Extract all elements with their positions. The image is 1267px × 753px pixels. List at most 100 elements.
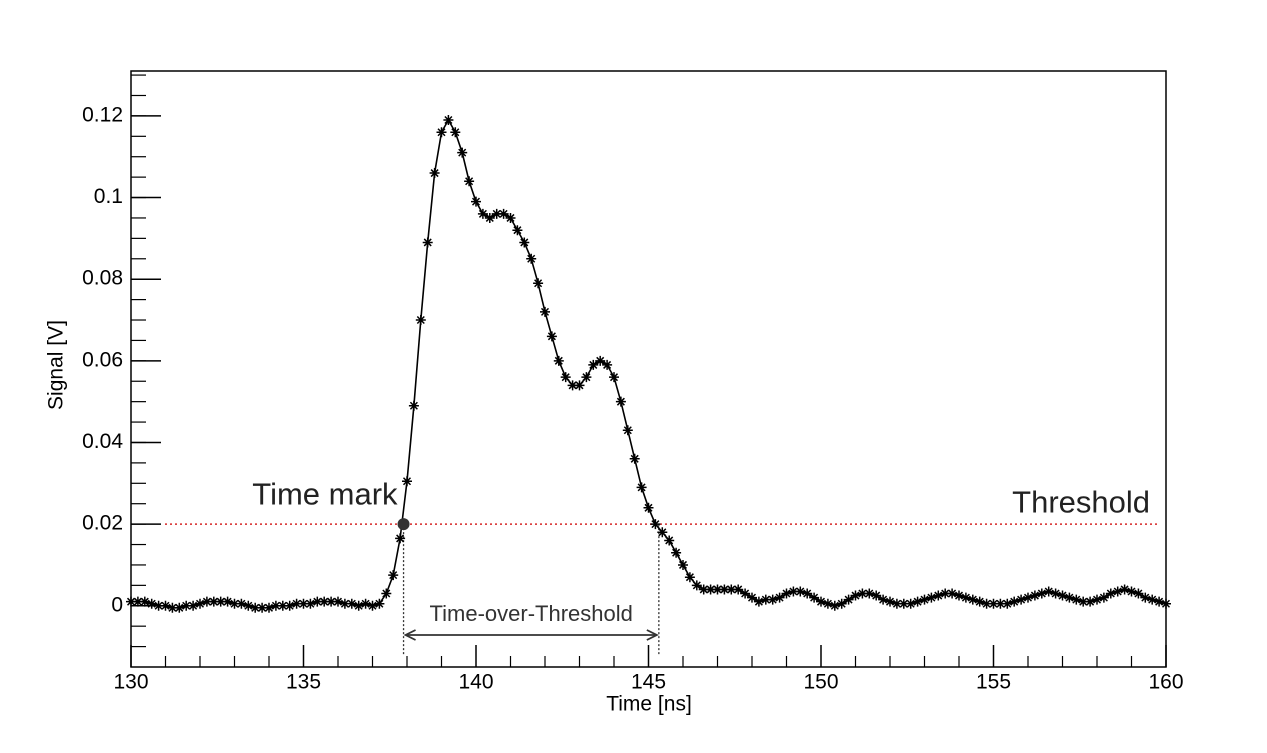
data-point	[291, 598, 302, 609]
data-point	[1071, 594, 1082, 605]
data-point	[1112, 586, 1123, 597]
tot-arrow-head	[403, 629, 416, 641]
data-point	[1043, 586, 1054, 597]
data-point	[954, 590, 964, 601]
time-mark-point	[397, 518, 410, 531]
x-axis-label: Time [ns]	[606, 693, 692, 716]
data-point	[919, 594, 930, 605]
data-point	[871, 590, 882, 601]
data-point	[1092, 594, 1102, 605]
data-point	[1105, 588, 1116, 599]
data-point	[243, 600, 254, 611]
data-point	[857, 588, 868, 599]
data-point	[160, 600, 171, 611]
data-point	[1098, 592, 1109, 603]
y-tick-label: 0.08	[82, 267, 123, 290]
data-point	[353, 600, 364, 611]
data-point	[995, 598, 1006, 609]
data-point	[636, 482, 647, 493]
data-point	[333, 596, 343, 607]
tot-label: Time-over-Threshold	[430, 601, 633, 626]
data-point	[188, 600, 199, 611]
data-point	[1064, 592, 1075, 603]
data-point	[671, 547, 682, 558]
data-point	[781, 588, 792, 599]
data-point	[802, 588, 813, 599]
data-point	[712, 584, 723, 595]
data-point	[947, 588, 958, 599]
data-point	[1057, 590, 1068, 601]
data-point	[926, 592, 937, 603]
data-point	[967, 594, 978, 605]
data-point	[1161, 598, 1171, 609]
data-point	[312, 596, 323, 607]
data-point	[595, 355, 606, 366]
data-point	[726, 584, 737, 595]
data-point	[305, 598, 316, 609]
x-tick-label: 150	[803, 671, 838, 694]
data-point	[705, 584, 716, 595]
data-point	[643, 502, 654, 513]
data-point	[367, 600, 378, 611]
data-point	[201, 596, 212, 607]
data-point	[678, 559, 688, 570]
data-point	[1147, 594, 1158, 605]
data-point	[912, 596, 923, 607]
x-tick-label: 135	[286, 671, 321, 694]
data-point	[747, 592, 757, 603]
data-point	[905, 598, 916, 609]
data-point	[878, 594, 889, 605]
x-tick-label: 130	[113, 671, 148, 694]
data-point	[132, 596, 143, 607]
data-point	[1029, 590, 1040, 601]
data-point	[981, 598, 992, 609]
data-point	[657, 527, 668, 538]
data-point	[326, 596, 337, 607]
data-point	[546, 331, 557, 342]
data-point	[850, 590, 861, 601]
data-point	[250, 602, 261, 613]
data-point	[471, 196, 481, 207]
data-point	[588, 359, 599, 370]
data-point	[429, 168, 440, 179]
data-point	[740, 588, 751, 599]
y-tick-label: 0.12	[82, 103, 123, 126]
data-point	[788, 586, 799, 597]
data-point	[484, 212, 495, 223]
y-tick-label: 0.06	[82, 348, 123, 371]
data-point	[222, 596, 233, 607]
data-point	[519, 237, 530, 248]
data-point	[753, 596, 764, 607]
y-tick-label: 0.02	[82, 512, 123, 535]
data-point	[629, 453, 640, 464]
data-point	[898, 598, 909, 609]
data-point	[526, 253, 537, 264]
data-point	[553, 355, 564, 366]
data-point	[767, 594, 778, 605]
data-point	[208, 596, 219, 607]
x-tick-label: 140	[458, 671, 493, 694]
data-point	[174, 602, 185, 613]
data-point	[415, 315, 426, 326]
tot-arrow-head	[646, 629, 659, 641]
data-point	[560, 372, 571, 383]
data-point	[450, 127, 461, 138]
x-tick-label: 155	[976, 671, 1011, 694]
data-point	[891, 598, 902, 609]
data-point	[374, 598, 385, 609]
data-point	[146, 598, 157, 609]
data-point	[698, 584, 709, 595]
data-point	[1078, 596, 1089, 607]
data-point	[436, 127, 447, 138]
data-point	[498, 208, 509, 219]
data-point	[339, 598, 350, 609]
data-point	[822, 598, 833, 609]
data-point	[505, 212, 516, 223]
data-point	[360, 598, 371, 609]
data-point	[236, 598, 247, 609]
data-point	[664, 535, 675, 546]
data-point	[774, 592, 785, 603]
data-point	[1023, 592, 1033, 603]
data-point	[864, 588, 875, 599]
